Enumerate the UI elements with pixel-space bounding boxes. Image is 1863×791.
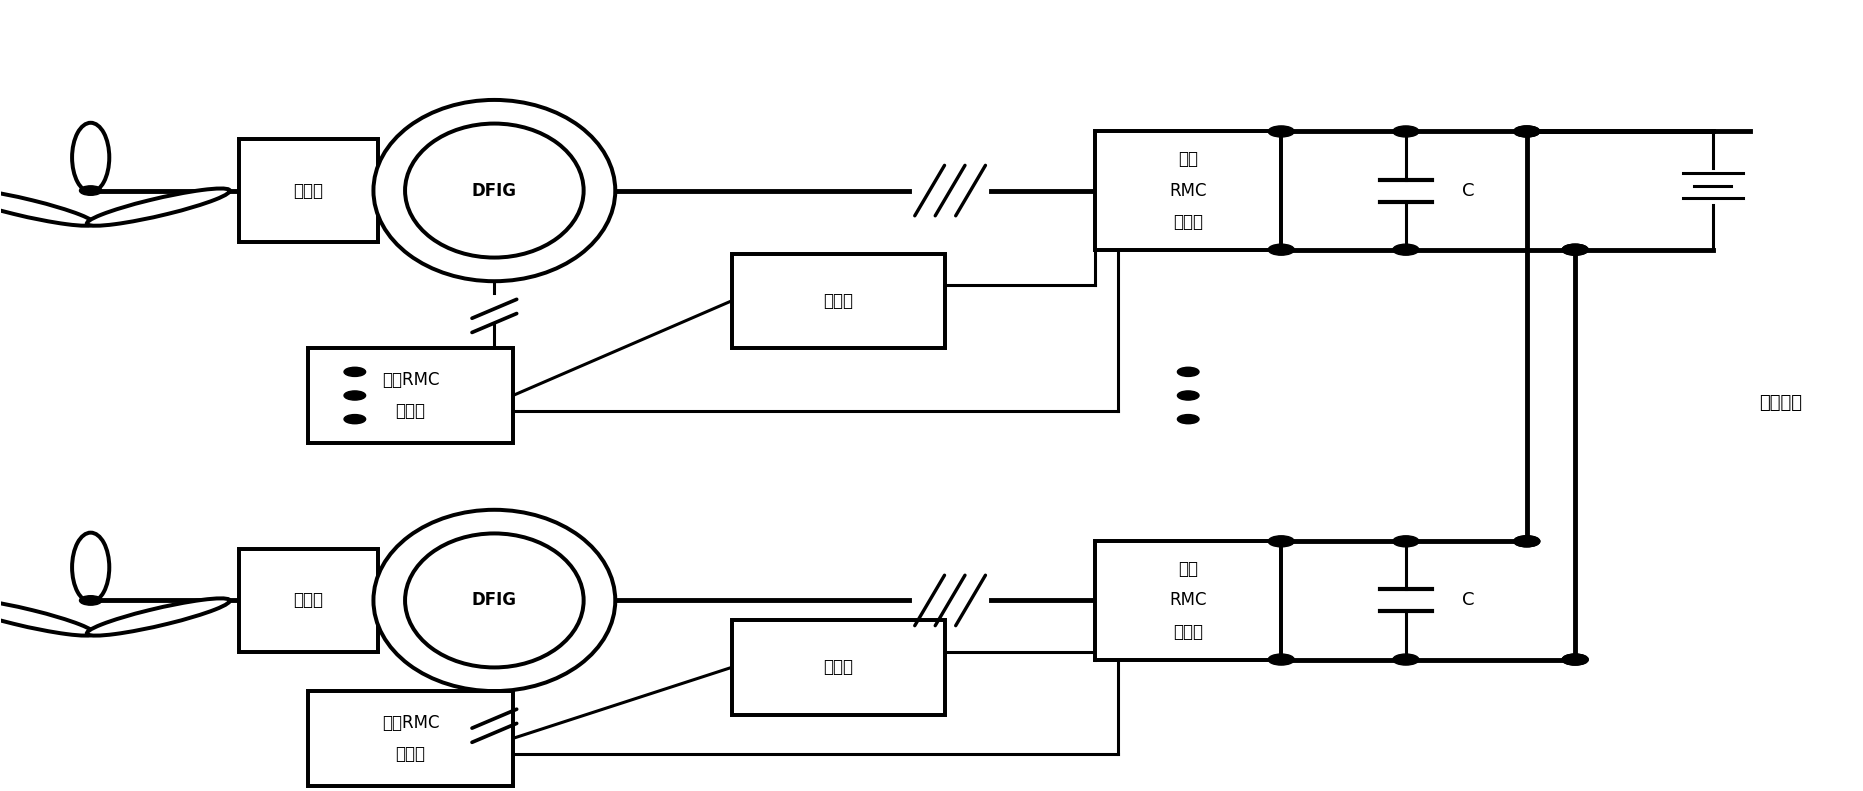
Circle shape: [345, 367, 365, 377]
FancyBboxPatch shape: [1095, 541, 1282, 660]
Ellipse shape: [73, 532, 110, 602]
Text: 控制器: 控制器: [823, 292, 853, 310]
Text: 定子: 定子: [1177, 150, 1198, 168]
Circle shape: [1394, 126, 1420, 137]
Text: DFIG: DFIG: [471, 592, 516, 609]
Circle shape: [1515, 536, 1541, 547]
Circle shape: [1561, 654, 1587, 665]
Circle shape: [1515, 126, 1541, 137]
FancyBboxPatch shape: [732, 254, 945, 348]
Circle shape: [1561, 654, 1587, 665]
Circle shape: [1394, 536, 1420, 547]
Ellipse shape: [73, 123, 110, 192]
Text: DFIG: DFIG: [471, 182, 516, 199]
Circle shape: [345, 391, 365, 400]
FancyBboxPatch shape: [1095, 131, 1282, 250]
Ellipse shape: [404, 123, 583, 258]
Text: RMC: RMC: [1170, 182, 1207, 199]
Circle shape: [1515, 536, 1541, 547]
Circle shape: [1269, 654, 1295, 665]
FancyBboxPatch shape: [238, 139, 378, 242]
Text: C: C: [1462, 592, 1474, 609]
Text: 换流器: 换流器: [1174, 623, 1203, 641]
Circle shape: [1177, 414, 1200, 424]
Circle shape: [80, 596, 102, 605]
Text: 换流器: 换流器: [395, 403, 425, 420]
Text: 齿轮箱: 齿轮箱: [292, 182, 324, 199]
Circle shape: [1515, 126, 1541, 137]
Text: 换流器: 换流器: [1174, 213, 1203, 231]
FancyBboxPatch shape: [307, 348, 512, 443]
Circle shape: [1269, 536, 1295, 547]
Text: 齿轮箱: 齿轮箱: [292, 592, 324, 609]
Ellipse shape: [0, 598, 95, 636]
Ellipse shape: [88, 598, 229, 636]
Text: 直流电网: 直流电网: [1759, 395, 1802, 412]
FancyBboxPatch shape: [238, 549, 378, 652]
Text: 转子RMC: 转子RMC: [382, 713, 440, 732]
Ellipse shape: [0, 188, 95, 225]
Text: 换流器: 换流器: [395, 745, 425, 763]
Circle shape: [1269, 244, 1295, 255]
Ellipse shape: [404, 533, 583, 668]
Circle shape: [1177, 391, 1200, 400]
Text: RMC: RMC: [1170, 592, 1207, 609]
Circle shape: [1561, 244, 1587, 255]
Circle shape: [1269, 126, 1295, 137]
Text: C: C: [1462, 182, 1474, 199]
Circle shape: [1394, 244, 1420, 255]
Ellipse shape: [373, 100, 615, 282]
Text: 转子RMC: 转子RMC: [382, 371, 440, 388]
FancyBboxPatch shape: [307, 691, 512, 785]
Circle shape: [345, 414, 365, 424]
Text: 控制器: 控制器: [823, 658, 853, 676]
Circle shape: [80, 186, 102, 195]
Text: 定子: 定子: [1177, 560, 1198, 578]
Circle shape: [1394, 654, 1420, 665]
Circle shape: [1561, 244, 1587, 255]
Ellipse shape: [88, 188, 229, 225]
Circle shape: [1177, 367, 1200, 377]
Ellipse shape: [373, 509, 615, 691]
FancyBboxPatch shape: [732, 620, 945, 715]
